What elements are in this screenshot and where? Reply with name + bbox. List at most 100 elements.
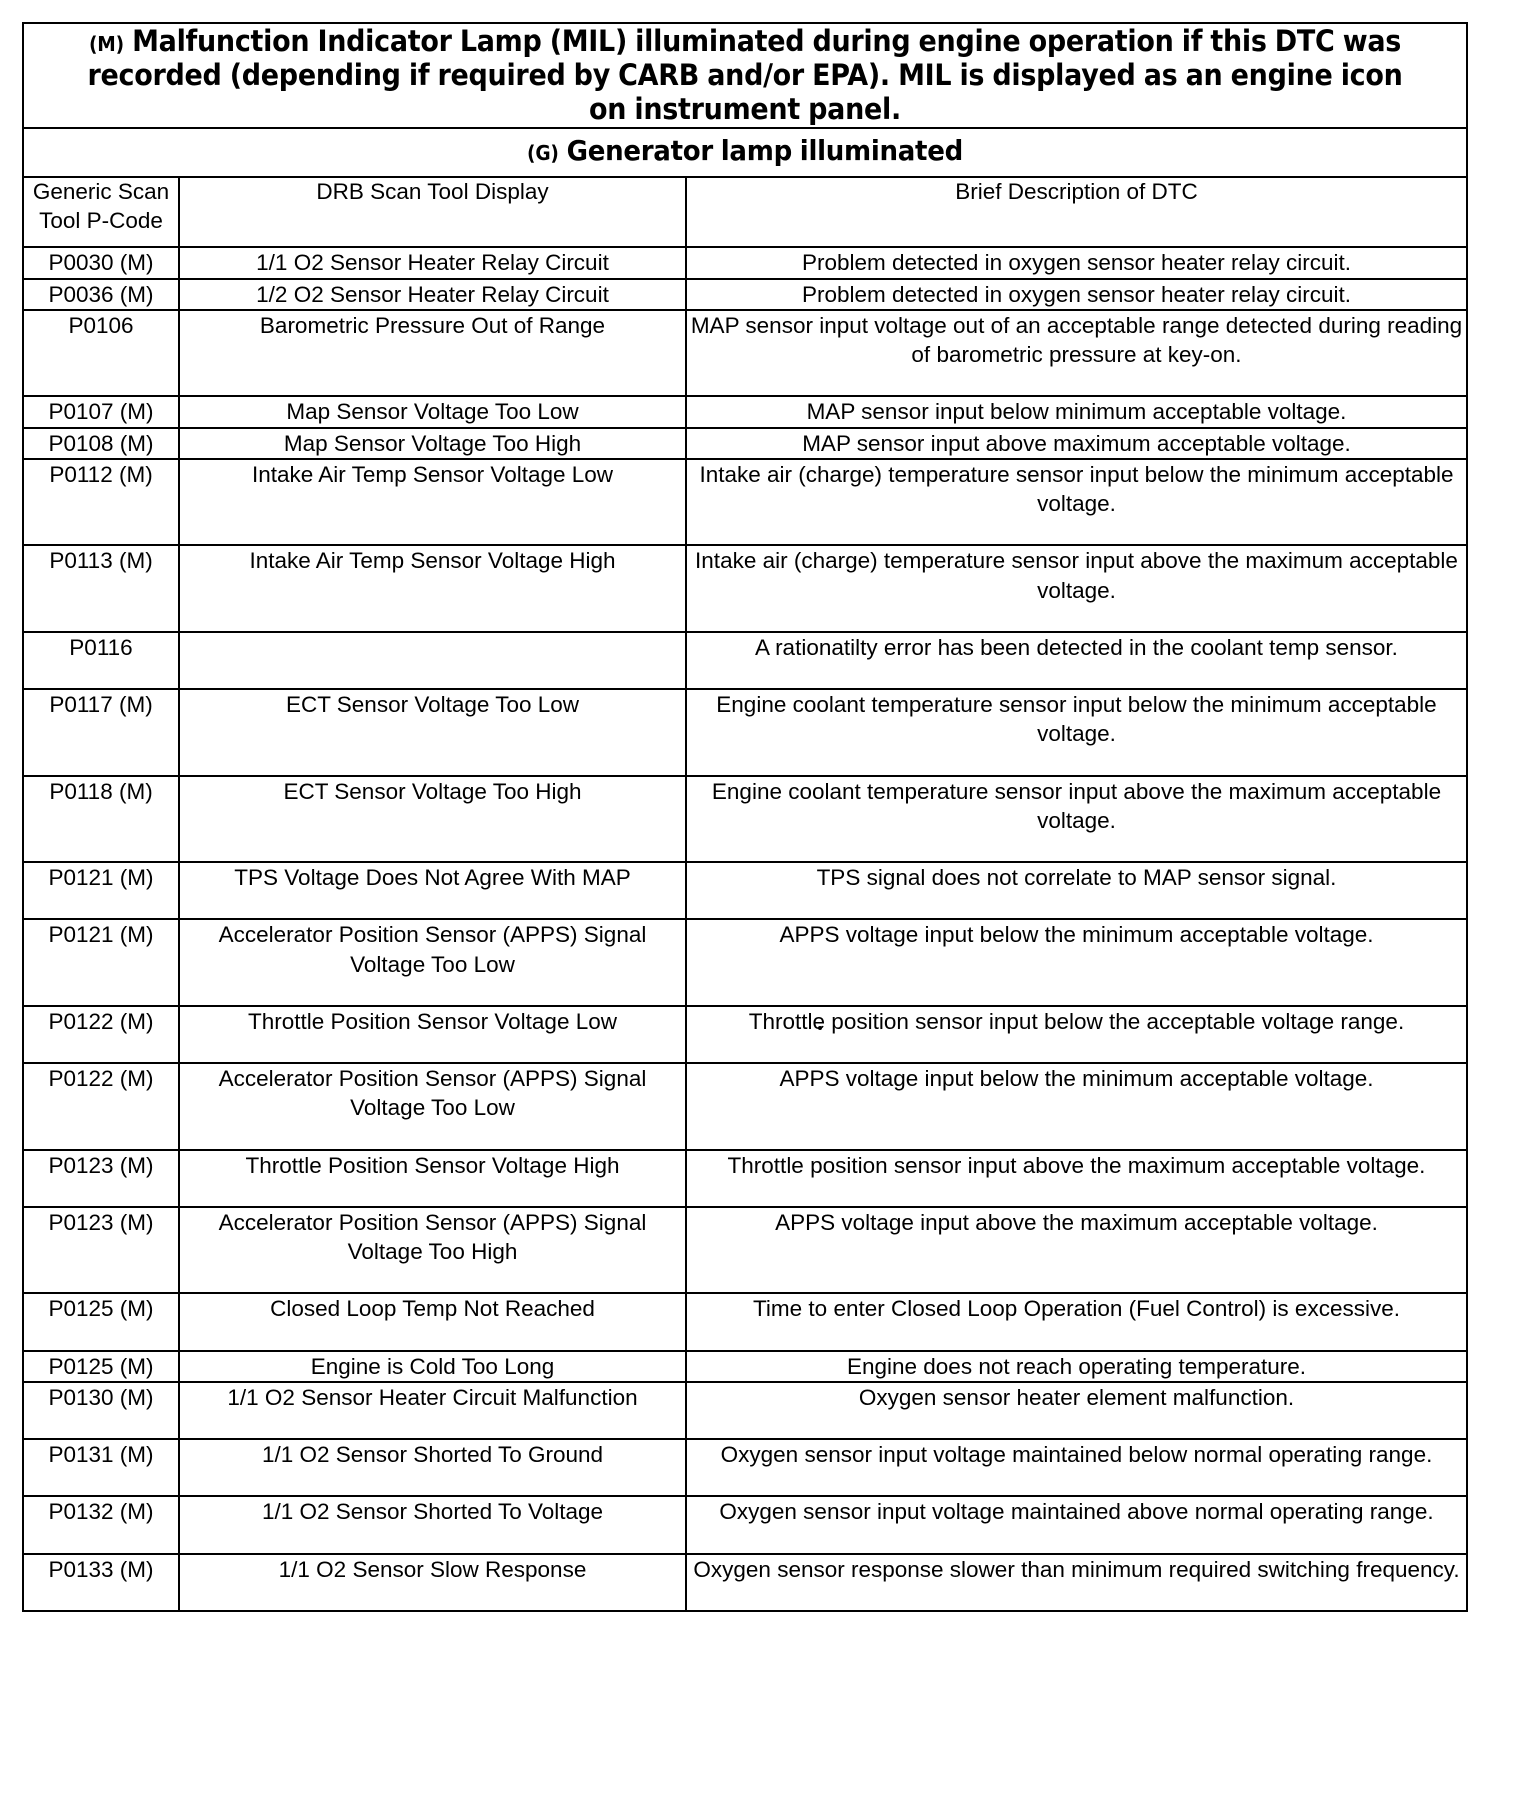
dtc-description-cell: Engine coolant temperature sensor input …: [685, 688, 1468, 777]
dtc-row: P0123 (M) Accelerator Position Sensor (AP…: [22, 1205, 1468, 1295]
dtc-row: P0108 (M) Map Sensor Voltage Too High MAP …: [22, 426, 1468, 460]
dtc-row: P0112 (M) Intake Air Temp Sensor Voltage …: [22, 457, 1468, 547]
dtc-description-cell: MAP sensor input voltage out of an accep…: [685, 308, 1468, 398]
dtc-row: P0132 (M) 1/1 O2 Sensor Shorted To Voltag…: [22, 1495, 1468, 1555]
dtc-row: P0125 (M) Closed Loop Temp Not Reached Tim…: [22, 1292, 1468, 1352]
dtc-code-cell: P0036 (M): [22, 277, 180, 311]
mil-banner-body: Malfunction Indicator Lamp (MIL) illumin…: [87, 24, 1403, 127]
dtc-display-cell: Closed Loop Temp Not Reached: [178, 1292, 687, 1352]
dtc-description-cell: Oxygen sensor heater element malfunction…: [685, 1380, 1468, 1441]
dtc-code-cell: P0133 (M): [22, 1552, 180, 1612]
dtc-description-cell: Engine coolant temperature sensor input …: [685, 774, 1468, 864]
dtc-display-cell: 1/1 O2 Sensor Shorted To Ground: [178, 1438, 687, 1498]
dtc-code-cell: P0108 (M): [22, 426, 180, 460]
generator-banner-text: (G) Generator lamp illuminated: [87, 133, 1402, 167]
dtc-display-cell: Intake Air Temp Sensor Voltage Low: [178, 457, 687, 547]
dtc-description-cell: Intake air (charge) temperature sensor i…: [685, 544, 1468, 633]
dtc-display-cell: Barometric Pressure Out of Range: [178, 308, 687, 398]
dtc-display-cell: ECT Sensor Voltage Too High: [178, 774, 687, 864]
dtc-code-cell: P0122 (M): [22, 1004, 180, 1065]
dtc-code-cell: P0132 (M): [22, 1495, 180, 1555]
dtc-row: P0036 (M) 1/2 O2 Sensor Heater Relay Circ…: [22, 277, 1468, 311]
dtc-code-cell: P0130 (M): [22, 1380, 180, 1441]
dtc-row: P0117 (M) ECT Sensor Voltage Too Low Engin…: [22, 688, 1468, 777]
dtc-description-cell: APPS voltage input below the minimum acc…: [685, 918, 1468, 1007]
dtc-code-cell: P0113 (M): [22, 544, 180, 633]
dtc-display-cell: ECT Sensor Voltage Too Low: [178, 688, 687, 777]
generator-banner-cell: (G) Generator lamp illuminated: [22, 126, 1468, 179]
dtc-row: P0121 (M) TPS Voltage Does Not Agree With…: [22, 861, 1468, 921]
dtc-description-cell: APPS voltage input below the minimum acc…: [685, 1062, 1468, 1151]
dtc-description-cell: Oxygen sensor input voltage maintained a…: [685, 1495, 1468, 1555]
dtc-code-cell: P0125 (M): [22, 1292, 180, 1352]
dtc-description-cell: Time to enter Closed Loop Operation (Fue…: [685, 1292, 1468, 1352]
dtc-display-cell: Throttle Position Sensor Voltage Low: [178, 1004, 687, 1065]
dtc-code-cell: P0131 (M): [22, 1438, 180, 1498]
dtc-display-cell: 1/1 O2 Sensor Heater Circuit Malfunction: [178, 1380, 687, 1441]
dtc-display-cell: Accelerator Position Sensor (APPS) Signa…: [178, 1062, 687, 1151]
dtc-display-cell: Map Sensor Voltage Too High: [178, 426, 687, 460]
dtc-code-cell: P0123 (M): [22, 1205, 180, 1295]
dtc-display-cell: Throttle Position Sensor Voltage High: [178, 1148, 687, 1208]
mil-tag: (M): [88, 32, 124, 56]
dtc-row: P0113 (M) Intake Air Temp Sensor Voltage …: [22, 544, 1468, 633]
dtc-description-cell: A rationatilty error has been detected i…: [685, 630, 1468, 691]
dtc-table: (M) Malfunction Indicator Lamp (MIL) ill…: [22, 22, 1468, 1612]
dtc-row: P0130 (M) 1/1 O2 Sensor Heater Circuit Ma…: [22, 1380, 1468, 1441]
dtc-row: P0116 A rationatilty error has been detec…: [22, 630, 1468, 691]
dtc-description-cell: Problem detected in oxygen sensor heater…: [685, 277, 1468, 311]
dtc-display-cell: Map Sensor Voltage Too Low: [178, 395, 687, 429]
dtc-row: P0122 (M) Throttle Position Sensor Voltag…: [22, 1004, 1468, 1065]
dtc-description-cell: Problem detected in oxygen sensor heater…: [685, 246, 1468, 280]
dtc-code-cell: P0112 (M): [22, 457, 180, 547]
dtc-description-cell: TPS signal does not correlate to MAP sen…: [685, 861, 1468, 921]
banner-row-mil: (M) Malfunction Indicator Lamp (MIL) ill…: [22, 22, 1468, 129]
banner-row-generator: (G) Generator lamp illuminated: [22, 126, 1468, 179]
dtc-display-cell: Intake Air Temp Sensor Voltage High: [178, 544, 687, 633]
dtc-description-cell: Oxygen sensor response slower than minim…: [685, 1552, 1468, 1612]
dtc-display-cell: 1/2 O2 Sensor Heater Relay Circuit: [178, 277, 687, 311]
dtc-row: P0131 (M) 1/1 O2 Sensor Shorted To Ground…: [22, 1438, 1468, 1498]
dtc-row: P0121 (M) Accelerator Position Sensor (AP…: [22, 918, 1468, 1007]
dtc-display-cell: Accelerator Position Sensor (APPS) Signa…: [178, 1205, 687, 1295]
dtc-description-cell: Engine does not reach operating temperat…: [685, 1349, 1468, 1383]
column-header-p-code: Generic Scan Tool P-Code: [22, 176, 180, 249]
dtc-description-cell: Throttle position sensor input above the…: [685, 1148, 1468, 1208]
column-header-row: Generic Scan Tool P-Code DRB Scan Tool D…: [22, 176, 1468, 249]
mil-banner-text: (M) Malfunction Indicator Lamp (MIL) ill…: [74, 24, 1415, 127]
dtc-code-cell: P0030 (M): [22, 246, 180, 280]
dtc-code-cell: P0106: [22, 308, 180, 398]
dtc-display-cell: [178, 630, 687, 691]
dtc-row: P0118 (M) ECT Sensor Voltage Too High Engi…: [22, 774, 1468, 864]
dtc-description-cell: Intake air (charge) temperature sensor i…: [685, 457, 1468, 547]
scan-speck-artifact: [818, 1026, 822, 1030]
dtc-display-cell: Accelerator Position Sensor (APPS) Signa…: [178, 918, 687, 1007]
dtc-code-cell: P0118 (M): [22, 774, 180, 864]
dtc-code-cell: P0122 (M): [22, 1062, 180, 1151]
generator-tag: (G): [527, 140, 559, 165]
dtc-display-cell: 1/1 O2 Sensor Shorted To Voltage: [178, 1495, 687, 1555]
dtc-display-cell: 1/1 O2 Sensor Heater Relay Circuit: [178, 246, 687, 280]
dtc-row: P0106 Barometric Pressure Out of Range MAP…: [22, 308, 1468, 398]
dtc-row: P0107 (M) Map Sensor Voltage Too Low MAP s…: [22, 395, 1468, 429]
dtc-row: P0122 (M) Accelerator Position Sensor (AP…: [22, 1062, 1468, 1151]
generator-banner-body: Generator lamp illuminated: [566, 133, 964, 167]
dtc-display-cell: TPS Voltage Does Not Agree With MAP: [178, 861, 687, 921]
dtc-code-cell: P0125 (M): [22, 1349, 180, 1383]
dtc-code-cell: P0117 (M): [22, 688, 180, 777]
dtc-code-cell: P0107 (M): [22, 395, 180, 429]
dtc-code-cell: P0121 (M): [22, 861, 180, 921]
dtc-display-cell: Engine is Cold Too Long: [178, 1349, 687, 1383]
dtc-description-cell: APPS voltage input above the maximum acc…: [685, 1205, 1468, 1295]
dtc-table-body: (M) Malfunction Indicator Lamp (MIL) ill…: [22, 22, 1468, 1612]
dtc-code-cell: P0123 (M): [22, 1148, 180, 1208]
column-header-description: Brief Description of DTC: [685, 176, 1468, 249]
dtc-code-cell: P0121 (M): [22, 918, 180, 1007]
dtc-description-cell: MAP sensor input below minimum acceptabl…: [685, 395, 1468, 429]
dtc-row: P0125 (M) Engine is Cold Too Long Engine d…: [22, 1349, 1468, 1383]
dtc-row: P0133 (M) 1/1 O2 Sensor Slow Response Oxyg…: [22, 1552, 1468, 1612]
dtc-code-cell: P0116: [22, 630, 180, 691]
mil-banner-cell: (M) Malfunction Indicator Lamp (MIL) ill…: [22, 22, 1468, 129]
column-header-drb-display: DRB Scan Tool Display: [178, 176, 687, 249]
